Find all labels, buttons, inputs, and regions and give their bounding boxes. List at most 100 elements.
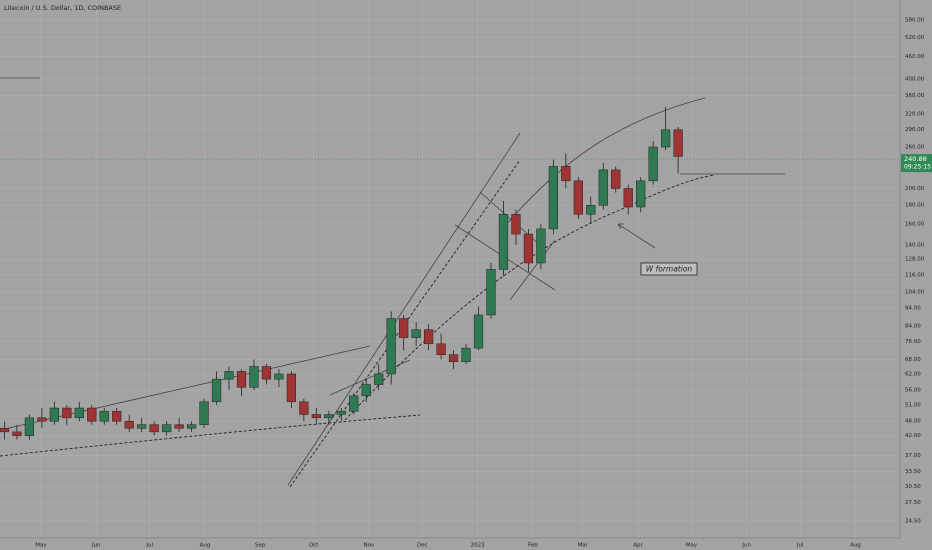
candle-body <box>598 169 608 206</box>
y-tick-label: 94.00 <box>905 306 921 312</box>
annotation: W formation <box>646 265 693 274</box>
x-tick-label: Jul <box>796 543 804 549</box>
y-tick-label: 460.00 <box>905 54 925 60</box>
candle-body <box>87 407 97 422</box>
candle-body <box>12 431 22 436</box>
x-tick-label: 2023 <box>471 543 485 549</box>
y-tick-label: 33.50 <box>905 469 921 475</box>
x-tick-label: Jun <box>741 543 751 549</box>
candle-body <box>548 166 558 230</box>
x-tick-label: Apr <box>633 543 643 549</box>
y-tick-label: 24.50 <box>905 518 921 524</box>
y-tick-label: 42.00 <box>905 433 921 439</box>
trend-line <box>289 159 521 488</box>
y-tick-label: 62.00 <box>905 371 921 377</box>
y-tick-label: 27.50 <box>905 500 921 506</box>
candle-body <box>561 166 571 182</box>
trend-line <box>329 359 411 396</box>
x-tick-label: Feb <box>528 543 538 549</box>
candle-body <box>661 129 671 148</box>
candle-body <box>374 373 384 385</box>
x-tick-label: Oct <box>309 543 319 549</box>
trend-line <box>509 239 556 301</box>
trend-line <box>344 174 716 421</box>
y-tick-label: 56.00 <box>905 388 921 394</box>
candle-body <box>99 410 109 422</box>
candle-body <box>149 424 159 433</box>
grid <box>0 0 900 538</box>
x-tick-label: Aug <box>850 543 861 549</box>
candle-body <box>137 424 147 429</box>
y-tick-label: 260.00 <box>905 145 925 151</box>
chart-title: Litecoin / U.S. Dollar, 1D, COINBASE <box>4 4 121 12</box>
axis-labels: 580.00 520.00 460.00 400.00 360.00 320.00 290.… <box>35 17 924 548</box>
candle-body <box>336 410 346 415</box>
candle-body <box>573 180 583 215</box>
y-tick-label: 104.00 <box>905 290 925 296</box>
candle-body <box>611 169 621 189</box>
x-tick-label: Dec <box>417 543 428 549</box>
candle-body <box>324 414 334 419</box>
y-tick-label: 290.00 <box>905 127 925 133</box>
y-tick-label: 200.00 <box>905 186 925 192</box>
arrow <box>617 223 656 249</box>
candle-body <box>461 347 471 362</box>
candle-body <box>249 366 259 388</box>
trend-lines <box>0 77 785 488</box>
x-tick-label: May <box>686 543 698 549</box>
candle-body <box>636 180 646 208</box>
y-tick-label: 160.00 <box>905 221 925 227</box>
candle-body <box>211 378 222 403</box>
candle-body <box>24 417 35 436</box>
candle-body <box>274 373 284 380</box>
candle-body <box>361 384 371 397</box>
candle-body <box>349 395 359 412</box>
candle-body <box>37 417 47 422</box>
candle-body <box>174 424 184 429</box>
candle-body <box>311 414 321 419</box>
candle-body <box>299 401 309 415</box>
trend-line <box>0 414 421 457</box>
trend-line <box>287 132 521 486</box>
countdown: 09:25:15 <box>904 164 931 171</box>
x-tick-label: Nov <box>364 543 375 549</box>
candle-body <box>124 420 134 429</box>
candle-body <box>473 314 484 349</box>
y-tick-label: 46.00 <box>905 419 921 425</box>
y-tick-label: 116.00 <box>905 272 925 278</box>
candle-body <box>199 401 209 425</box>
candle-body <box>523 233 534 264</box>
price-label <box>901 154 932 173</box>
candle-body <box>648 146 658 182</box>
x-tick-label: Sep <box>255 543 266 549</box>
y-tick-label: 37.00 <box>905 453 921 459</box>
y-tick-label: 76.00 <box>905 339 921 345</box>
candle-body <box>411 329 421 338</box>
y-tick-label: 128.00 <box>905 257 925 263</box>
x-tick-label: May <box>35 543 47 549</box>
candle-body <box>586 204 596 215</box>
candle-body <box>399 318 409 338</box>
x-tick-label: Mar <box>578 543 589 549</box>
candle-body <box>74 407 84 419</box>
last-price: 240.88 <box>904 155 927 163</box>
x-tick-label: Jul <box>145 543 153 549</box>
candles <box>0 106 683 440</box>
y-tick-label: 580.00 <box>905 17 925 23</box>
candle-body <box>112 410 122 422</box>
candle-body <box>386 318 396 375</box>
candle-body <box>511 214 521 235</box>
candle-body <box>224 371 234 380</box>
candle-body <box>0 428 10 433</box>
x-tick-label: Jun <box>91 543 101 549</box>
candle-body <box>286 373 297 403</box>
y-tick-label: 520.00 <box>905 35 925 41</box>
annotation-box <box>640 262 698 276</box>
candle-body <box>486 269 496 316</box>
candle-body <box>49 407 59 422</box>
candle-body <box>436 343 446 356</box>
y-tick-label: 51.00 <box>905 402 921 408</box>
y-tick-label: 180.00 <box>905 203 925 209</box>
trend-line <box>499 97 706 233</box>
